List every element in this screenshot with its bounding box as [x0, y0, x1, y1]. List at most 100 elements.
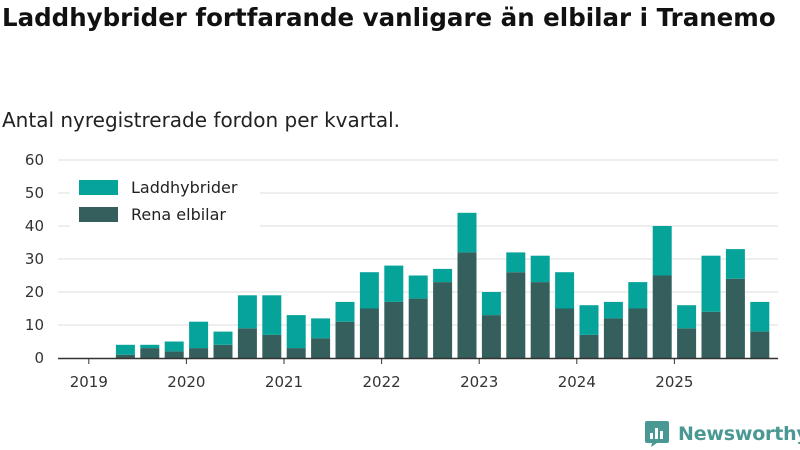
y-axis-tick-labels: 0 10 20 30 40 50 60: [25, 151, 44, 367]
bar-rena-elbilar: [750, 331, 770, 358]
bar-rena-elbilar: [433, 282, 453, 358]
bar-rena-elbilar: [555, 308, 575, 358]
bar-laddhybrider: [262, 295, 282, 335]
bar-stack: [311, 318, 331, 358]
bar-stack: [506, 252, 526, 358]
bar-stack: [286, 315, 306, 358]
bar-rena-elbilar: [725, 278, 745, 358]
bar-laddhybrider: [213, 331, 233, 345]
bar-rena-elbilar: [311, 338, 331, 358]
bar-rena-elbilar: [579, 334, 599, 358]
brand-name: Newsworthy: [678, 423, 800, 445]
legend: Laddhybrider Rena elbilar: [70, 172, 260, 228]
y-tick-label: 10: [25, 316, 44, 334]
bar-rena-elbilar: [677, 328, 697, 358]
legend-label-laddhybrider: Laddhybrider: [131, 178, 238, 197]
y-tick-label: 20: [25, 283, 44, 301]
bar-laddhybrider: [237, 295, 257, 329]
bar-rena-elbilar: [603, 318, 623, 358]
bar-rena-elbilar: [140, 348, 160, 358]
bar-laddhybrider: [603, 301, 623, 319]
bar-laddhybrider: [677, 305, 697, 329]
bar-stack: [213, 331, 233, 358]
bar-rena-elbilar: [506, 272, 526, 358]
bar-laddhybrider: [433, 268, 453, 283]
bar-laddhybrider: [189, 321, 209, 349]
x-tick-label: 2023: [460, 373, 498, 391]
bar-rena-elbilar: [262, 334, 282, 358]
bar-stack: [603, 301, 623, 358]
bar-stack: [433, 268, 453, 358]
bar-stack: [237, 295, 257, 358]
bar-rena-elbilar: [408, 298, 428, 358]
bar-rena-elbilar: [384, 301, 404, 358]
bar-laddhybrider: [335, 301, 355, 322]
bar-rena-elbilar: [237, 328, 257, 358]
bar-stack: [408, 275, 428, 358]
bar-laddhybrider: [115, 344, 135, 355]
bar-rena-elbilar: [628, 308, 648, 358]
bar-laddhybrider: [164, 341, 184, 352]
bar-stack: [335, 301, 355, 358]
bar-stack: [262, 295, 282, 358]
y-tick-label: 50: [25, 184, 44, 202]
bar-laddhybrider: [481, 292, 501, 316]
legend-swatch-rena-elbilar: [79, 207, 118, 222]
bar-rena-elbilar: [652, 275, 672, 358]
bar-stack: [481, 292, 501, 358]
bar-rena-elbilar: [701, 311, 721, 358]
bar-stack: [189, 321, 209, 358]
y-tick-label: 0: [34, 349, 44, 367]
bar-rena-elbilar: [530, 282, 550, 358]
x-axis-ticks: 2019 2020 2021 2022 2023 2024 2025: [70, 358, 693, 391]
bar-stack: [164, 341, 184, 358]
chart-subtitle: Antal nyregistrerade fordon per kvartal.: [2, 108, 401, 132]
bar-laddhybrider: [311, 318, 331, 339]
x-tick-label: 2019: [70, 373, 108, 391]
bar-laddhybrider: [140, 344, 160, 349]
bar-stack: [652, 226, 672, 358]
bar-laddhybrider: [457, 212, 477, 253]
bar-laddhybrider: [384, 265, 404, 302]
legend-label-rena-elbilar: Rena elbilar: [131, 205, 226, 224]
y-tick-label: 30: [25, 250, 44, 268]
bar-stack: [725, 249, 745, 358]
bar-rena-elbilar: [189, 348, 209, 358]
bar-stack: [677, 305, 697, 358]
bar-rena-elbilar: [457, 252, 477, 358]
bar-rena-elbilar: [481, 315, 501, 358]
x-tick-label: 2020: [167, 373, 205, 391]
newsworthy-logo-icon: [645, 421, 669, 447]
bar-laddhybrider: [701, 255, 721, 312]
bar-laddhybrider: [628, 282, 648, 309]
bar-laddhybrider: [652, 226, 672, 276]
y-tick-label: 40: [25, 217, 44, 235]
bar-rena-elbilar: [286, 348, 306, 358]
bar-stack: [750, 301, 770, 358]
bar-rena-elbilar: [213, 344, 233, 358]
bar-laddhybrider: [286, 315, 306, 349]
bar-rena-elbilar: [335, 321, 355, 358]
bars: [115, 212, 770, 358]
bar-laddhybrider: [725, 249, 745, 279]
legend-swatch-laddhybrider: [79, 180, 118, 195]
x-tick-label: 2021: [265, 373, 303, 391]
bar-laddhybrider: [506, 252, 526, 273]
bar-laddhybrider: [555, 272, 575, 309]
bar-stack: [701, 255, 721, 358]
x-tick-label: 2022: [363, 373, 401, 391]
bar-stack: [359, 272, 379, 358]
x-tick-label: 2025: [655, 373, 693, 391]
bar-stack: [530, 255, 550, 358]
bar-rena-elbilar: [359, 308, 379, 358]
bar-laddhybrider: [530, 255, 550, 283]
bar-rena-elbilar: [164, 351, 184, 358]
x-tick-label: 2024: [558, 373, 596, 391]
bar-laddhybrider: [359, 272, 379, 309]
bar-laddhybrider: [408, 275, 428, 299]
newsworthy-logo: Newsworthy: [644, 420, 800, 448]
bar-rena-elbilar: [115, 354, 135, 358]
bar-stack: [140, 344, 160, 358]
bar-stack: [579, 305, 599, 358]
